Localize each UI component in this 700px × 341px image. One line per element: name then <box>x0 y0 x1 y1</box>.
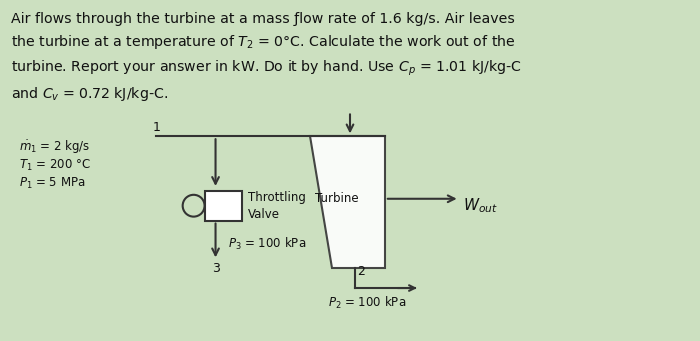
Text: Throttling: Throttling <box>248 191 307 204</box>
Text: Valve: Valve <box>248 208 281 221</box>
Text: $P_1$ = 5 MPa: $P_1$ = 5 MPa <box>20 176 86 191</box>
Text: $W_{out}$: $W_{out}$ <box>463 196 498 215</box>
Text: 1: 1 <box>153 121 161 134</box>
Text: $P_3$ = 100 kPa: $P_3$ = 100 kPa <box>228 236 307 252</box>
Text: $P_2$ = 100 kPa: $P_2$ = 100 kPa <box>328 295 407 311</box>
Text: Turbine: Turbine <box>315 192 359 205</box>
Polygon shape <box>310 136 385 268</box>
Text: 2: 2 <box>357 265 365 278</box>
Text: 3: 3 <box>213 262 220 275</box>
Text: Air flows through the turbine at a mass ƒlow rate of 1.6 kg/s. Air leaves
the tu: Air flows through the turbine at a mass … <box>11 12 522 103</box>
FancyBboxPatch shape <box>204 191 242 221</box>
Text: $T_1$ = 200 °C: $T_1$ = 200 °C <box>20 158 91 173</box>
Text: $\dot{m}_1$ = 2 kg/s: $\dot{m}_1$ = 2 kg/s <box>20 139 91 156</box>
